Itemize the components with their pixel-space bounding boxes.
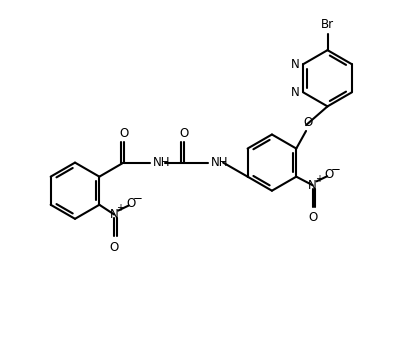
Text: N: N: [308, 179, 317, 192]
Text: Br: Br: [321, 18, 334, 31]
Text: NH: NH: [211, 156, 228, 169]
Text: N: N: [291, 58, 300, 71]
Text: O: O: [126, 197, 135, 210]
Text: +: +: [116, 203, 124, 213]
Text: O: O: [303, 116, 312, 129]
Text: +: +: [314, 174, 322, 184]
Text: N: N: [291, 86, 300, 99]
Text: N: N: [110, 208, 118, 221]
Text: −: −: [132, 192, 142, 205]
Text: O: O: [110, 241, 119, 254]
Text: −: −: [331, 163, 341, 176]
Text: O: O: [324, 168, 334, 181]
Text: O: O: [308, 212, 317, 224]
Text: O: O: [179, 127, 188, 140]
Text: O: O: [119, 127, 128, 140]
Text: NH: NH: [152, 156, 170, 169]
